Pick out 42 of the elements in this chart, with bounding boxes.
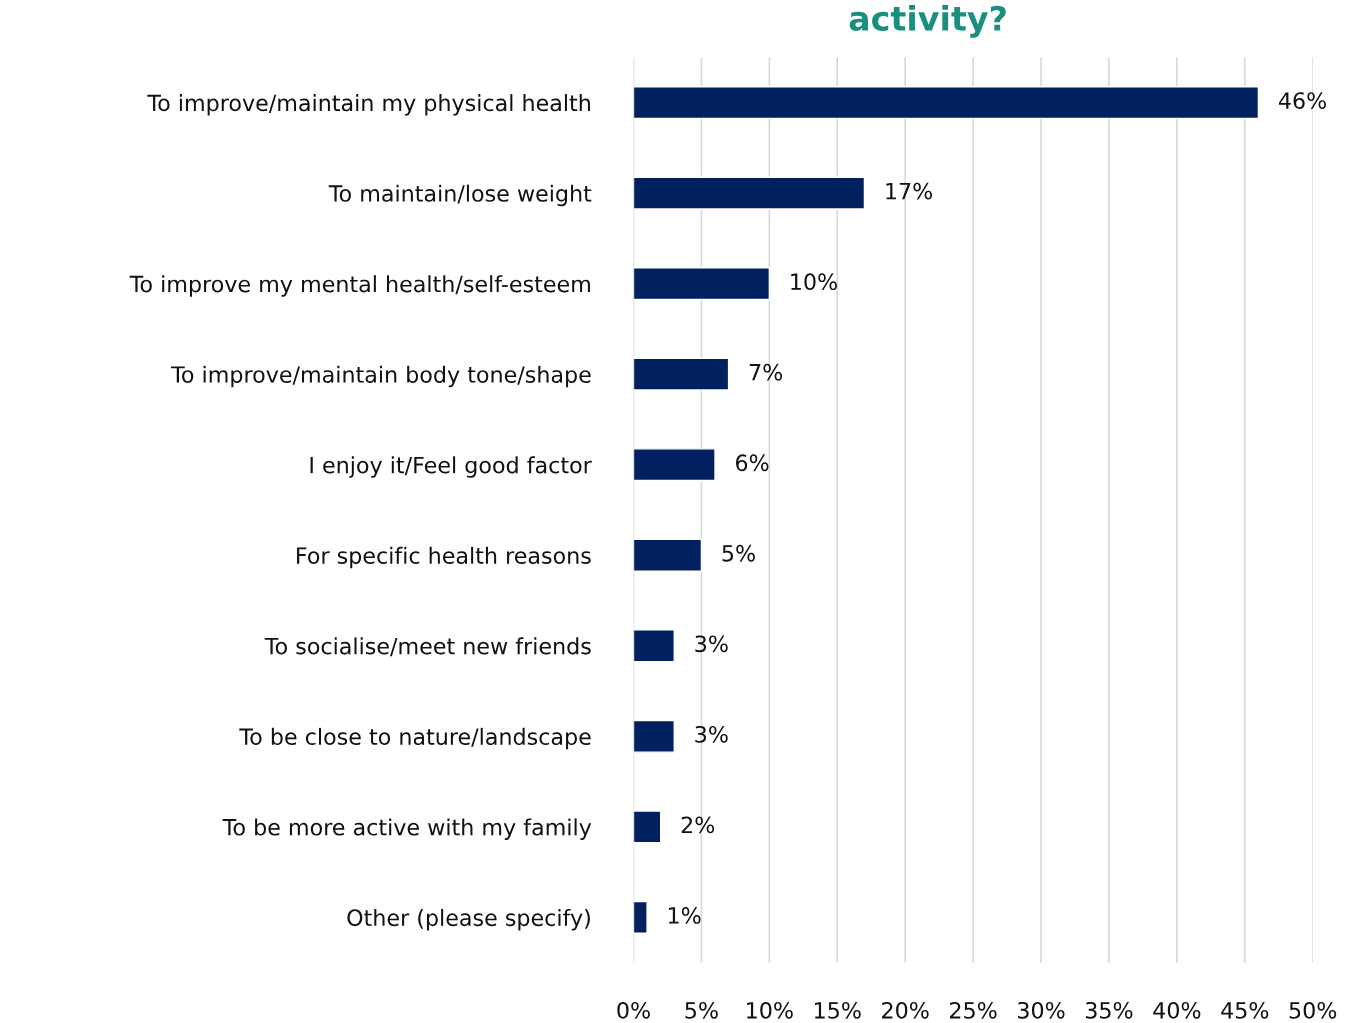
x-tick-label: 0% — [617, 1001, 650, 1019]
y-tick-label: I enjoy it/Feel good factor — [310, 456, 592, 478]
x-tick-label: 45% — [1221, 1001, 1269, 1019]
x-tick-label: 35% — [1085, 1001, 1133, 1019]
bar — [633, 900, 648, 934]
bar — [633, 267, 771, 301]
y-tick-label: To improve/maintain body tone/shape — [171, 365, 591, 388]
x-tick-label: 10% — [747, 1001, 793, 1019]
chart-title: activity? — [849, 5, 1006, 38]
x-tick-label: 50% — [1289, 1001, 1337, 1019]
data-label: 6% — [736, 454, 769, 472]
bar — [633, 719, 675, 753]
bar — [633, 86, 1260, 120]
data-label: 1% — [668, 907, 701, 924]
x-tick-label: 20% — [882, 1001, 929, 1019]
y-tick-label: To be close to nature/landscape — [239, 727, 591, 750]
y-tick-label: To improve my mental health/self-esteem — [129, 275, 590, 297]
bar — [633, 357, 730, 391]
data-label: 46% — [1278, 92, 1326, 109]
data-label: 7% — [749, 363, 783, 381]
data-label: 10% — [791, 273, 837, 291]
data-label: 5% — [722, 544, 755, 562]
y-tick-label: Other (please specify) — [347, 908, 590, 931]
y-tick-label: To be more active with my family — [222, 818, 592, 840]
y-tick-label: To improve/maintain my physical health — [147, 94, 590, 116]
data-label: 17% — [886, 182, 933, 200]
x-tick-label: 30% — [1018, 1001, 1065, 1019]
data-label: 3% — [695, 725, 728, 743]
x-tick-label: 15% — [815, 1001, 861, 1019]
y-tick-label: To socialise/meet new friends — [264, 637, 591, 657]
y-tick-label: For specific health reasons — [297, 546, 591, 569]
x-tick-label: 5% — [685, 1001, 718, 1019]
bar — [633, 629, 675, 663]
x-tick-label: 40% — [1153, 1001, 1201, 1019]
bar — [633, 176, 866, 210]
bar — [633, 810, 662, 844]
data-label: 3% — [695, 635, 728, 653]
x-tick-label: 25% — [950, 1001, 997, 1019]
bar — [633, 448, 716, 482]
bar — [633, 538, 703, 572]
y-tick-label: To maintain/lose weight — [328, 184, 592, 207]
data-label: 2% — [681, 816, 715, 834]
